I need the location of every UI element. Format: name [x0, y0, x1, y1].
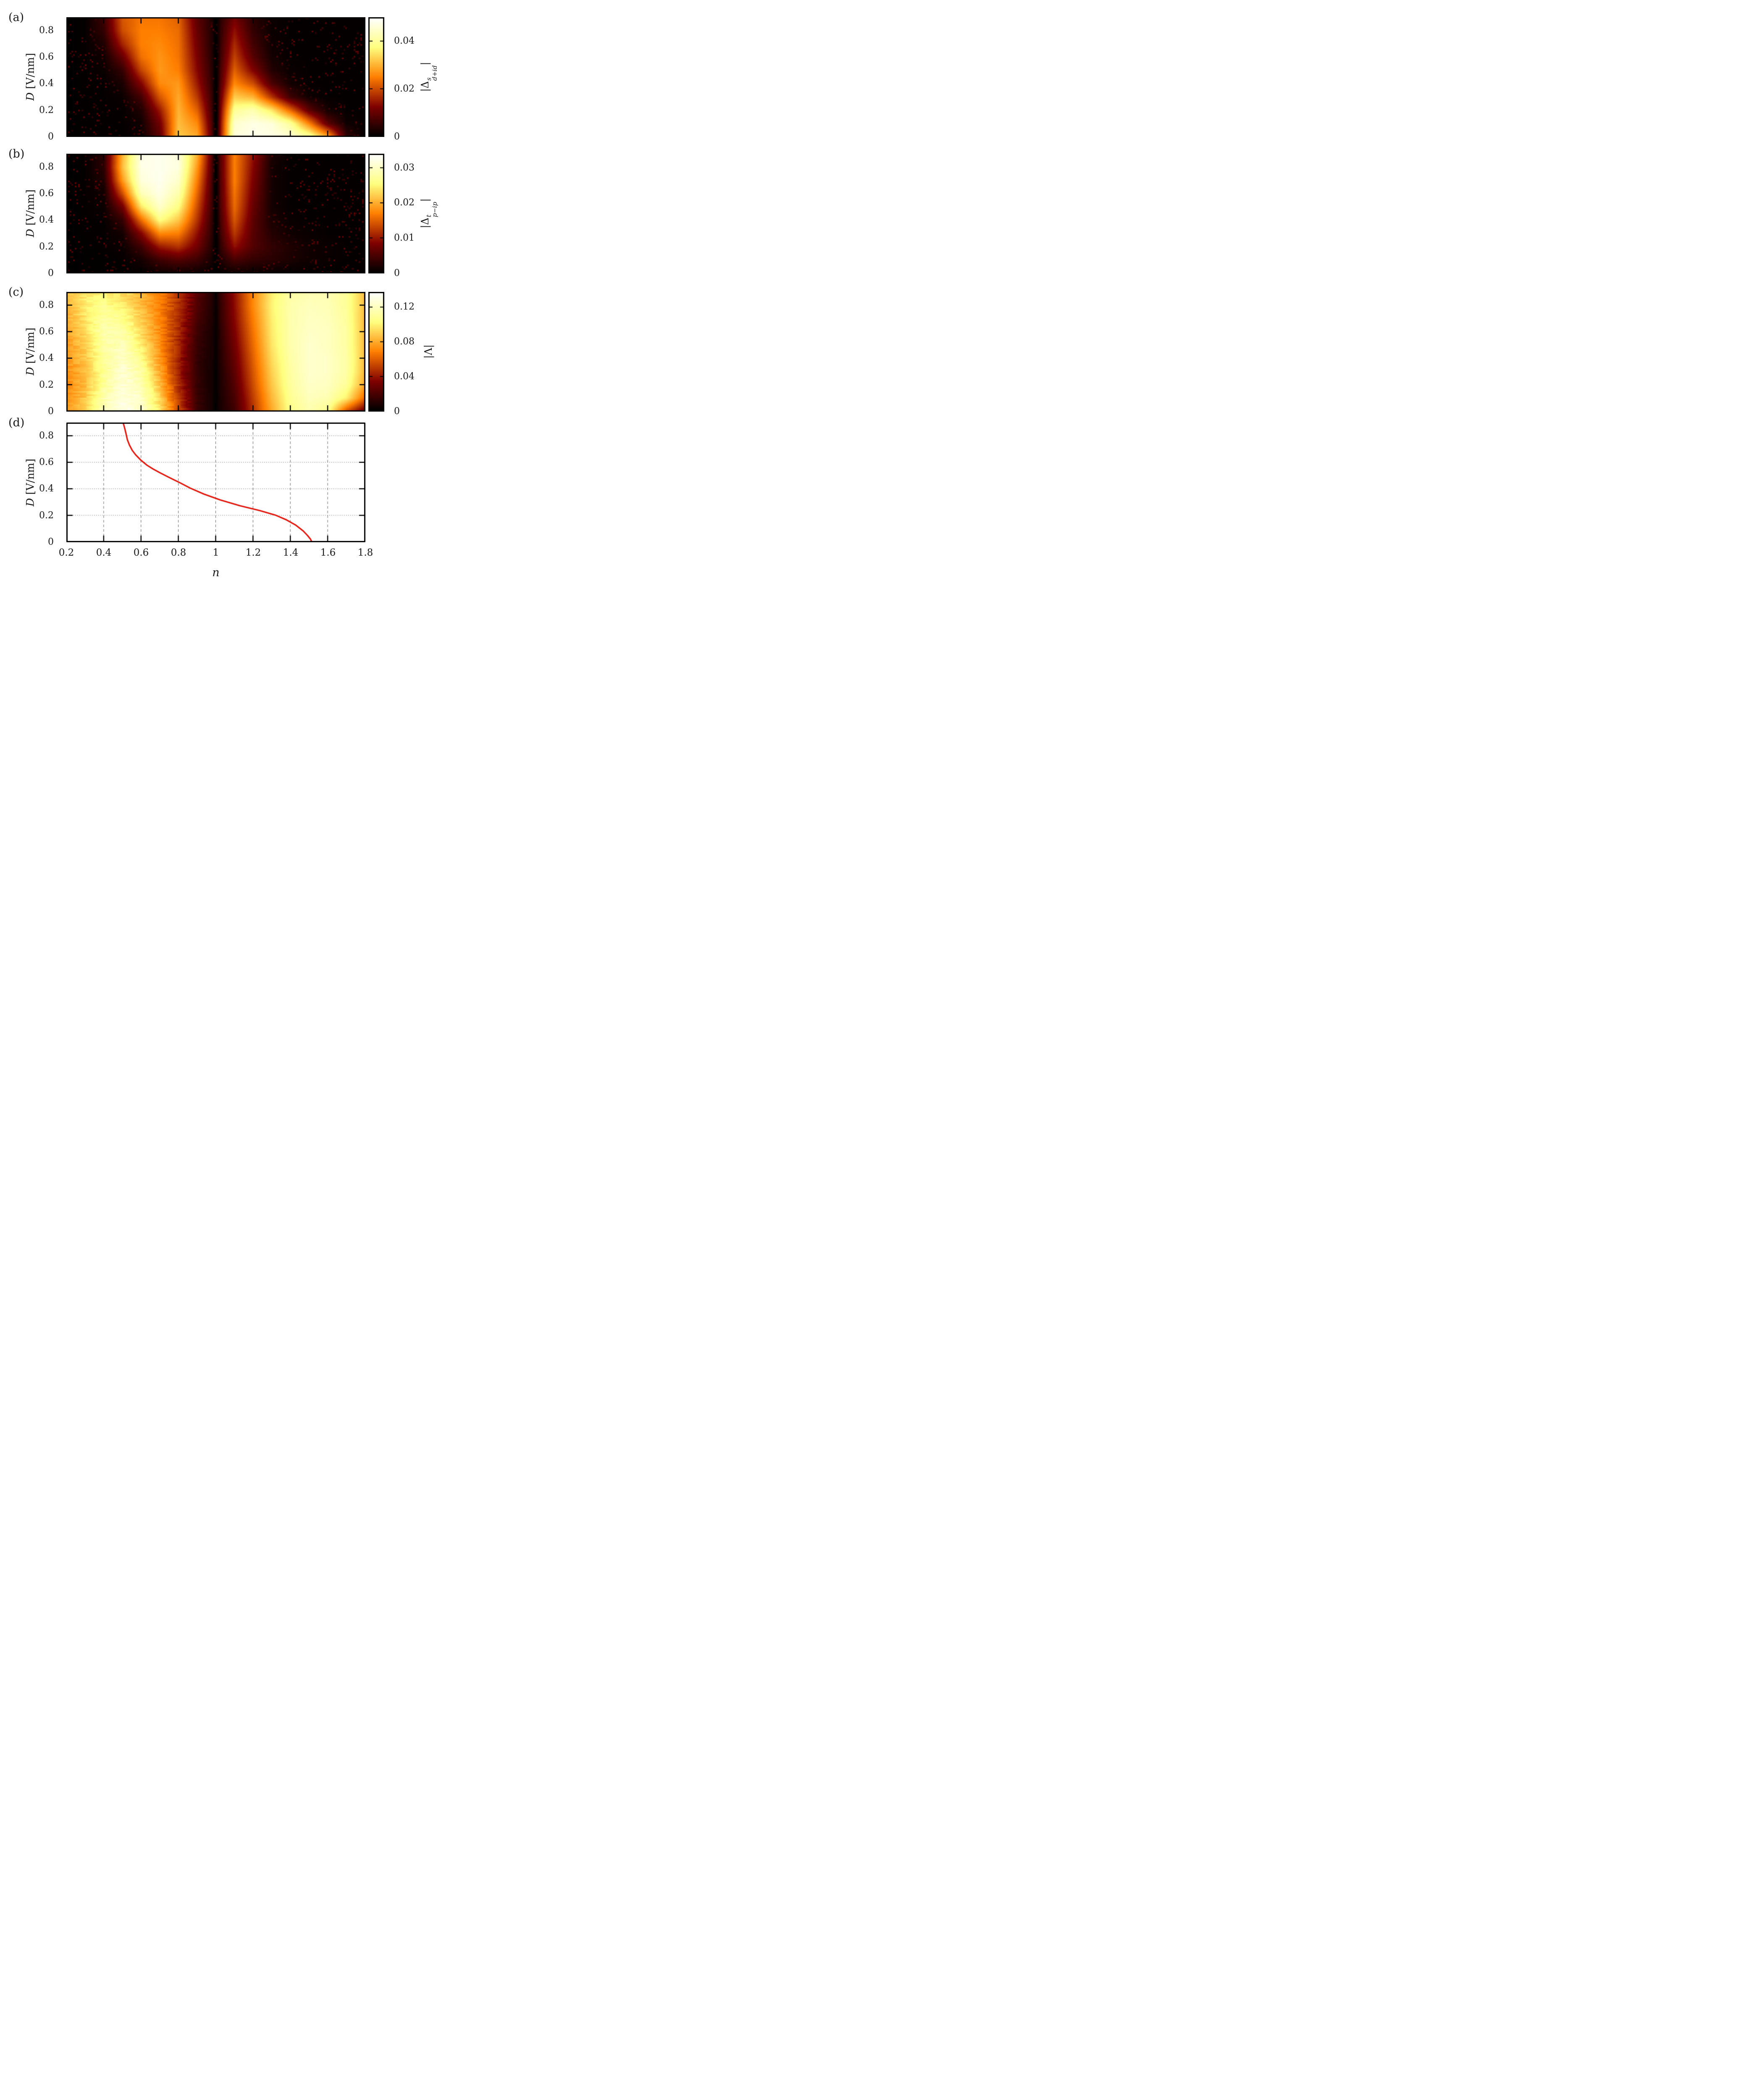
xtick-0.8: 0.8 [171, 547, 186, 558]
cbtick-c-0: 0 [394, 406, 400, 417]
xtick-0.4: 0.4 [96, 547, 112, 558]
cbtick-c-0.12: 0.12 [394, 302, 415, 312]
y-axis-var: D [24, 92, 37, 101]
ytick-b-0.6: 0.6 [39, 188, 54, 199]
cbtick-b-0.03: 0.03 [394, 163, 415, 173]
ytick-b-0.8: 0.8 [39, 162, 54, 172]
cbtick-b-0: 0 [394, 268, 400, 278]
figure: (a) (b) (c) (d) D [V/nm] D [V/nm] D [V/n… [0, 0, 441, 588]
cb-b-supsub: t p−ip [425, 202, 438, 218]
ytick-b-0.2: 0.2 [39, 242, 54, 252]
xtick-1.2: 1.2 [245, 547, 261, 558]
cb-a-supsub: s d+id [425, 65, 438, 81]
xtick-1.8: 1.8 [357, 547, 373, 558]
heatmap-panel-c [66, 292, 365, 412]
cbtick-a-0.04: 0.04 [394, 36, 415, 46]
ytick-a-0.4: 0.4 [39, 78, 54, 89]
ytick-a-0.6: 0.6 [39, 52, 54, 62]
colorbar-b [368, 154, 384, 273]
xtick-0.6: 0.6 [133, 547, 149, 558]
ytick-c-0.4: 0.4 [39, 353, 54, 363]
ytick-d-0.8: 0.8 [39, 430, 54, 441]
colorbar-a-label: |Δ s d+id | [419, 62, 438, 92]
ytick-a-0.8: 0.8 [39, 25, 54, 36]
ytick-c-0.2: 0.2 [39, 380, 54, 390]
line-plot-panel-d [66, 423, 365, 542]
cbtick-b-0.01: 0.01 [394, 233, 415, 243]
ytick-d-0.2: 0.2 [39, 510, 54, 521]
ytick-d-0.6: 0.6 [39, 457, 54, 467]
xtick-0.2: 0.2 [58, 547, 74, 558]
ytick-b-0: 0 [48, 268, 54, 278]
ytick-c-0: 0 [48, 406, 54, 417]
cbtick-c-0.08: 0.08 [394, 336, 415, 347]
ytick-d-0.4: 0.4 [39, 483, 54, 494]
colorbar-b-label: |Δ t p−ip | [419, 198, 438, 228]
panel-c-letter: (c) [8, 286, 24, 299]
x-axis-label: n [212, 566, 220, 579]
xtick-1.4: 1.4 [283, 547, 299, 558]
ytick-c-0.6: 0.6 [39, 326, 54, 337]
cbtick-a-0: 0 [394, 131, 400, 142]
cbtick-a-0.02: 0.02 [394, 84, 415, 94]
ytick-b-0.4: 0.4 [39, 215, 54, 225]
cbtick-c-0.04: 0.04 [394, 371, 415, 382]
ytick-c-0.8: 0.8 [39, 300, 54, 310]
ytick-d-0: 0 [48, 537, 54, 547]
colorbar-a [368, 17, 384, 137]
heatmap-panel-a [66, 17, 365, 137]
heatmap-panel-b [66, 154, 365, 273]
colorbar-c [368, 292, 384, 412]
panel-a-letter: (a) [8, 11, 24, 24]
xtick-1.6: 1.6 [320, 547, 336, 558]
colorbar-c-label: |Λ| [423, 344, 434, 359]
xtick-1: 1 [213, 547, 219, 558]
panel-b-letter: (b) [8, 147, 25, 160]
panel-d-letter: (d) [8, 416, 25, 429]
cbtick-b-0.02: 0.02 [394, 197, 415, 208]
ytick-a-0.2: 0.2 [39, 105, 54, 116]
ytick-a-0: 0 [48, 131, 54, 142]
